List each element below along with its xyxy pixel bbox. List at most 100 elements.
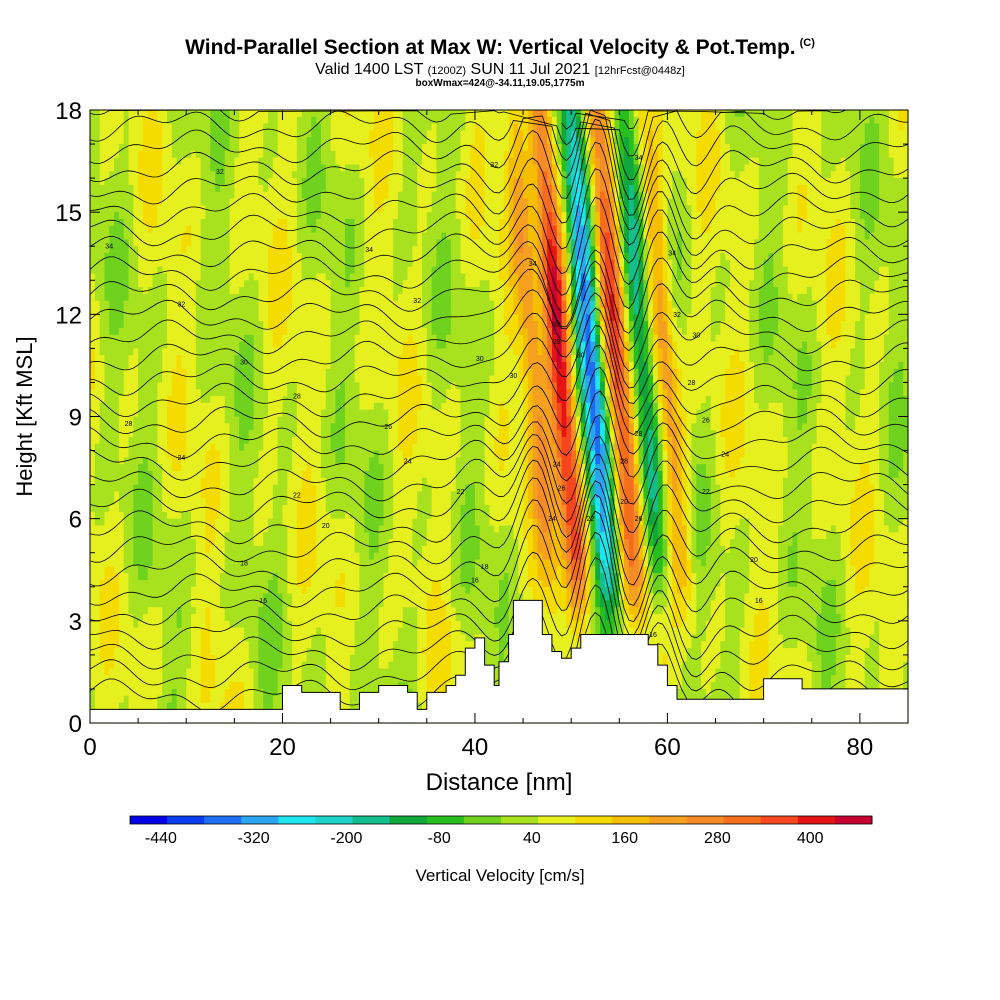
velocity-cell <box>888 116 895 125</box>
velocity-cell <box>195 266 202 275</box>
velocity-cell <box>316 110 322 118</box>
velocity-cell <box>460 110 466 118</box>
velocity-cell <box>749 110 755 118</box>
velocity-cell <box>441 300 447 309</box>
velocity-cell <box>686 157 693 166</box>
velocity-cell <box>301 232 308 241</box>
velocity-cell <box>258 218 264 227</box>
velocity-cell <box>90 157 96 166</box>
velocity-cell <box>166 116 173 125</box>
velocity-cell <box>373 198 380 206</box>
chart-subtitle: Valid 1400 LST (1200Z) SUN 11 Jul 2021 [… <box>0 61 1000 79</box>
velocity-cell <box>335 198 341 206</box>
velocity-cell <box>431 287 438 295</box>
velocity-cell <box>320 266 327 275</box>
velocity-cell <box>696 205 702 213</box>
velocity-cell <box>821 110 827 118</box>
velocity-cell <box>787 130 794 138</box>
velocity-cell <box>662 300 669 309</box>
velocity-cell <box>778 164 784 172</box>
velocity-cell <box>335 164 341 172</box>
velocity-cell <box>609 116 616 125</box>
velocity-cell <box>330 273 336 281</box>
velocity-cell <box>426 144 433 152</box>
velocity-cell <box>349 116 356 125</box>
velocity-cell <box>340 144 346 152</box>
velocity-cell <box>797 157 803 166</box>
velocity-cell <box>210 246 216 254</box>
velocity-cell <box>128 137 134 145</box>
velocity-cell <box>109 123 115 132</box>
velocity-cell <box>754 232 760 241</box>
velocity-cell <box>118 130 125 138</box>
velocity-cell <box>489 157 495 166</box>
velocity-cell <box>422 218 428 227</box>
velocity-cell <box>710 137 717 145</box>
velocity-cell <box>681 110 688 118</box>
velocity-cell <box>734 266 741 275</box>
velocity-cell <box>133 171 139 179</box>
velocity-cell <box>792 150 798 159</box>
velocity-cell <box>94 253 101 261</box>
velocity-cell <box>234 123 240 132</box>
velocity-cell <box>864 273 871 281</box>
velocity-cell <box>811 110 818 118</box>
velocity-cell <box>292 184 298 193</box>
velocity-cell <box>181 212 187 220</box>
velocity-cell <box>186 144 192 152</box>
velocity-cell <box>253 205 260 213</box>
velocity-cell <box>888 164 895 172</box>
velocity-cell <box>282 287 288 295</box>
velocity-cell <box>282 198 288 206</box>
velocity-cell <box>826 164 832 172</box>
velocity-cell <box>802 225 808 234</box>
velocity-cell <box>354 198 361 206</box>
velocity-cell <box>407 137 413 145</box>
velocity-cell <box>831 150 837 159</box>
velocity-cell <box>508 198 515 206</box>
velocity-cell <box>205 246 211 254</box>
velocity-cell <box>200 130 207 138</box>
velocity-cell <box>157 232 163 241</box>
velocity-cell <box>268 198 274 206</box>
velocity-cell <box>662 178 669 186</box>
velocity-cell <box>239 246 245 254</box>
velocity-cell <box>729 123 736 132</box>
velocity-cell <box>311 212 317 220</box>
velocity-cell <box>465 123 471 132</box>
velocity-cell <box>518 123 524 132</box>
velocity-cell <box>316 246 322 254</box>
velocity-cell <box>768 144 774 152</box>
velocity-cell <box>325 198 332 206</box>
velocity-cell <box>821 198 827 206</box>
velocity-cell <box>359 164 365 172</box>
velocity-cell <box>754 246 760 254</box>
velocity-cell <box>104 144 110 152</box>
velocity-cell <box>186 300 192 309</box>
velocity-cell <box>402 239 409 247</box>
velocity-cell <box>166 205 173 213</box>
velocity-cell <box>628 116 635 125</box>
velocity-cell <box>792 205 798 213</box>
velocity-cell <box>691 137 697 145</box>
velocity-cell <box>99 212 106 220</box>
velocity-cell <box>378 239 385 247</box>
velocity-cell <box>147 164 154 172</box>
velocity-cell <box>503 137 510 145</box>
velocity-cell <box>263 280 269 288</box>
velocity-cell <box>287 137 293 145</box>
velocity-cell <box>662 150 669 159</box>
velocity-cell <box>734 239 741 247</box>
velocity-cell <box>840 110 847 118</box>
velocity-cell <box>474 259 481 268</box>
velocity-cell <box>157 239 163 247</box>
velocity-cell <box>436 171 442 179</box>
velocity-cell <box>191 198 197 206</box>
velocity-cell <box>104 300 110 309</box>
velocity-cell <box>94 184 101 193</box>
velocity-cell <box>393 273 399 281</box>
velocity-cell <box>821 130 827 138</box>
velocity-cell <box>768 178 774 186</box>
velocity-cell <box>210 110 216 118</box>
velocity-cell <box>431 232 438 241</box>
